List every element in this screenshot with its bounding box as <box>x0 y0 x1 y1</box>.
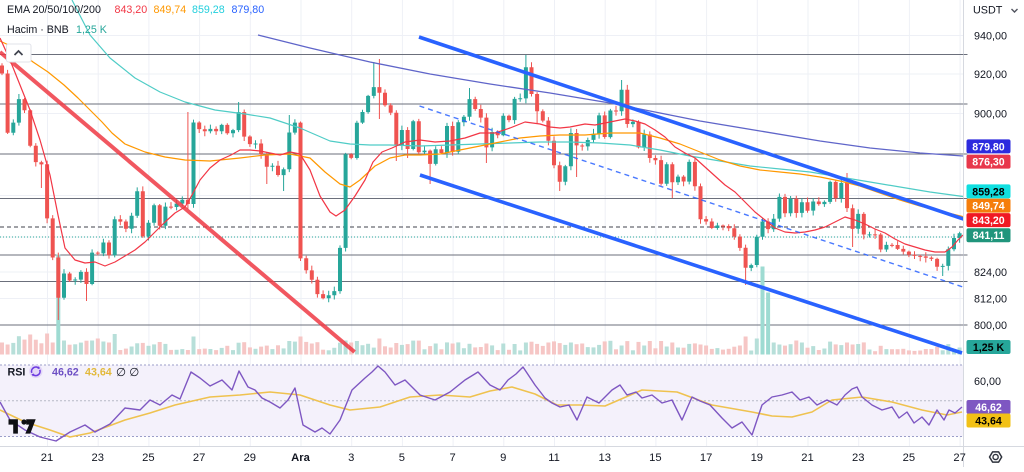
svg-text:29: 29 <box>244 452 256 464</box>
svg-text:920,00: 920,00 <box>974 69 1007 81</box>
svg-text:27: 27 <box>953 452 965 464</box>
svg-text:Hacim · BNB: Hacim · BNB <box>7 24 69 36</box>
svg-text:879,80: 879,80 <box>972 141 1005 153</box>
svg-text:859,28: 859,28 <box>972 186 1005 198</box>
svg-text:∅ ∅: ∅ ∅ <box>116 367 139 379</box>
svg-text:17: 17 <box>700 452 712 464</box>
svg-text:25: 25 <box>142 452 154 464</box>
svg-text:43,64: 43,64 <box>975 416 1002 428</box>
svg-text:EMA 20/50/100/200: EMA 20/50/100/200 <box>7 4 101 16</box>
svg-text:46,62: 46,62 <box>975 402 1002 414</box>
svg-text:859,28: 859,28 <box>192 4 225 16</box>
svg-text:15: 15 <box>649 452 661 464</box>
svg-text:879,80: 879,80 <box>232 4 265 16</box>
svg-text:27: 27 <box>193 452 205 464</box>
svg-text:812,00: 812,00 <box>974 294 1007 306</box>
svg-text:849,74: 849,74 <box>154 4 187 16</box>
svg-text:USDT: USDT <box>973 5 1003 17</box>
svg-text:1,25 K: 1,25 K <box>76 24 108 36</box>
svg-text:43,64: 43,64 <box>85 367 112 379</box>
svg-text:5: 5 <box>399 452 405 464</box>
svg-text:23: 23 <box>852 452 864 464</box>
svg-text:RSI: RSI <box>8 367 26 379</box>
svg-text:13: 13 <box>598 452 610 464</box>
svg-text:46,62: 46,62 <box>52 367 79 379</box>
svg-text:25: 25 <box>903 452 915 464</box>
svg-text:876,30: 876,30 <box>972 157 1005 169</box>
svg-text:21: 21 <box>41 452 53 464</box>
svg-text:7: 7 <box>449 452 455 464</box>
svg-text:843,20: 843,20 <box>115 4 148 16</box>
svg-text:3: 3 <box>348 452 354 464</box>
svg-text:Ara: Ara <box>291 452 310 464</box>
svg-text:800,00: 800,00 <box>974 320 1007 332</box>
svg-text:1,25 K: 1,25 K <box>973 342 1005 354</box>
svg-text:11: 11 <box>548 452 560 464</box>
svg-text:841,11: 841,11 <box>973 230 1005 242</box>
svg-text:19: 19 <box>751 452 763 464</box>
svg-text:849,74: 849,74 <box>972 201 1005 213</box>
svg-text:843,20: 843,20 <box>972 215 1005 227</box>
svg-text:60,00: 60,00 <box>974 376 1001 388</box>
svg-text:940,00: 940,00 <box>974 31 1007 43</box>
svg-text:900,00: 900,00 <box>974 109 1007 121</box>
svg-text:9: 9 <box>500 452 506 464</box>
svg-text:824,00: 824,00 <box>974 267 1007 279</box>
svg-text:21: 21 <box>801 452 813 464</box>
svg-text:23: 23 <box>91 452 103 464</box>
